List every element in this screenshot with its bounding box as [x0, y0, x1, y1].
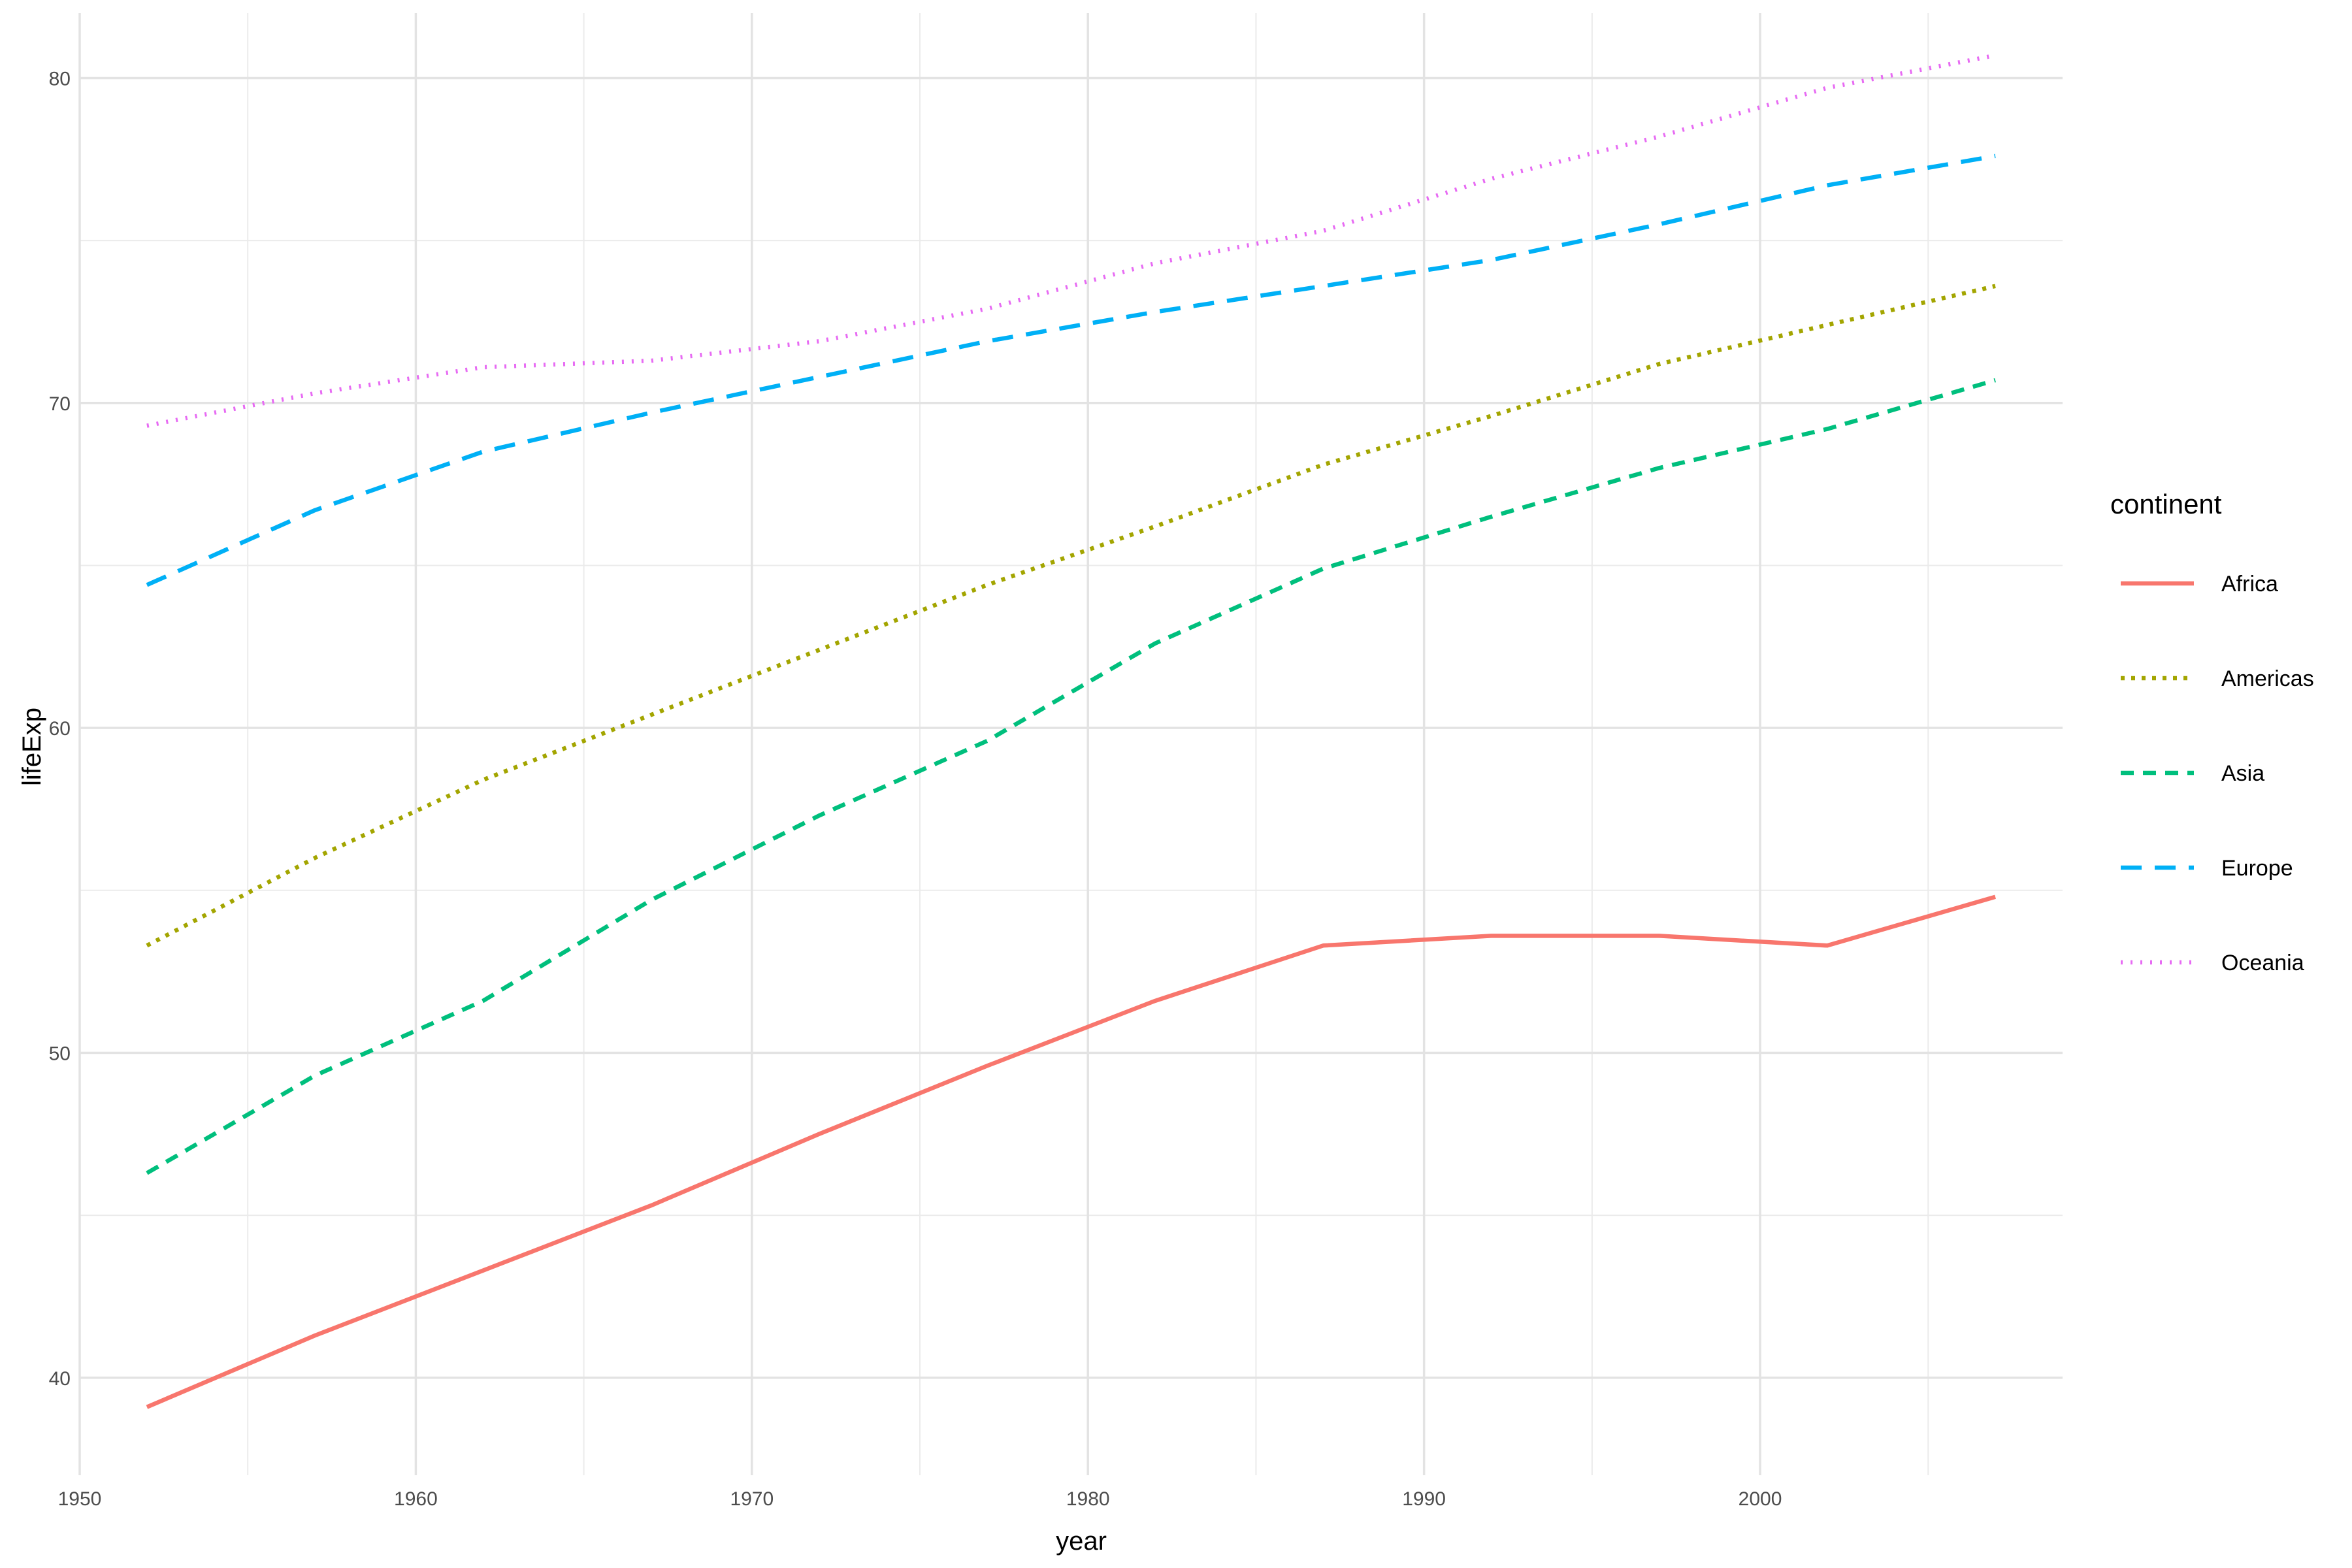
series-line-europe: [146, 154, 1996, 587]
legend-item-asia: Asia: [2121, 761, 2264, 786]
x-axis-title: year: [1056, 1527, 1107, 1556]
major-gridlines: [78, 13, 2063, 1475]
series-line-asia: [146, 378, 1997, 1175]
y-axis-title: lifeExp: [18, 708, 46, 786]
legend-label-americas: Americas: [2221, 666, 2314, 691]
series-line-africa: [146, 894, 1997, 1409]
x-tick-label: 2000: [1739, 1488, 1782, 1510]
legend-item-europe: Europe: [2121, 856, 2293, 881]
legend: continent Africa Americas Asia Europe Oceani…: [2110, 489, 2314, 975]
legend-label-oceania: Oceania: [2221, 951, 2304, 975]
x-axis-tick-labels: 1950 1960 1970 1980 1990 2000: [58, 1488, 1782, 1510]
x-tick-label: 1980: [1066, 1488, 1110, 1510]
minor-gridlines: [80, 13, 2063, 1475]
x-tick-label: 1950: [58, 1488, 102, 1510]
y-tick-label: 80: [49, 68, 71, 90]
y-tick-label: 40: [49, 1368, 71, 1390]
legend-title: continent: [2110, 489, 2222, 519]
x-tick-label: 1990: [1402, 1488, 1446, 1510]
legend-label-africa: Africa: [2221, 572, 2278, 596]
y-tick-label: 70: [49, 393, 71, 415]
legend-item-oceania: Oceania: [2121, 951, 2304, 975]
legend-item-americas: Americas: [2121, 666, 2314, 691]
legend-label-asia: Asia: [2221, 761, 2264, 786]
y-axis-tick-labels: 40 50 60 70 80: [49, 68, 71, 1389]
series-lines: [146, 53, 1997, 1409]
y-tick-label: 60: [49, 718, 71, 740]
series-line-americas: [146, 284, 1996, 948]
legend-label-europe: Europe: [2221, 856, 2293, 881]
x-tick-label: 1960: [394, 1488, 438, 1510]
legend-item-africa: Africa: [2121, 572, 2278, 596]
y-tick-label: 50: [49, 1043, 71, 1064]
x-tick-label: 1970: [730, 1488, 774, 1510]
